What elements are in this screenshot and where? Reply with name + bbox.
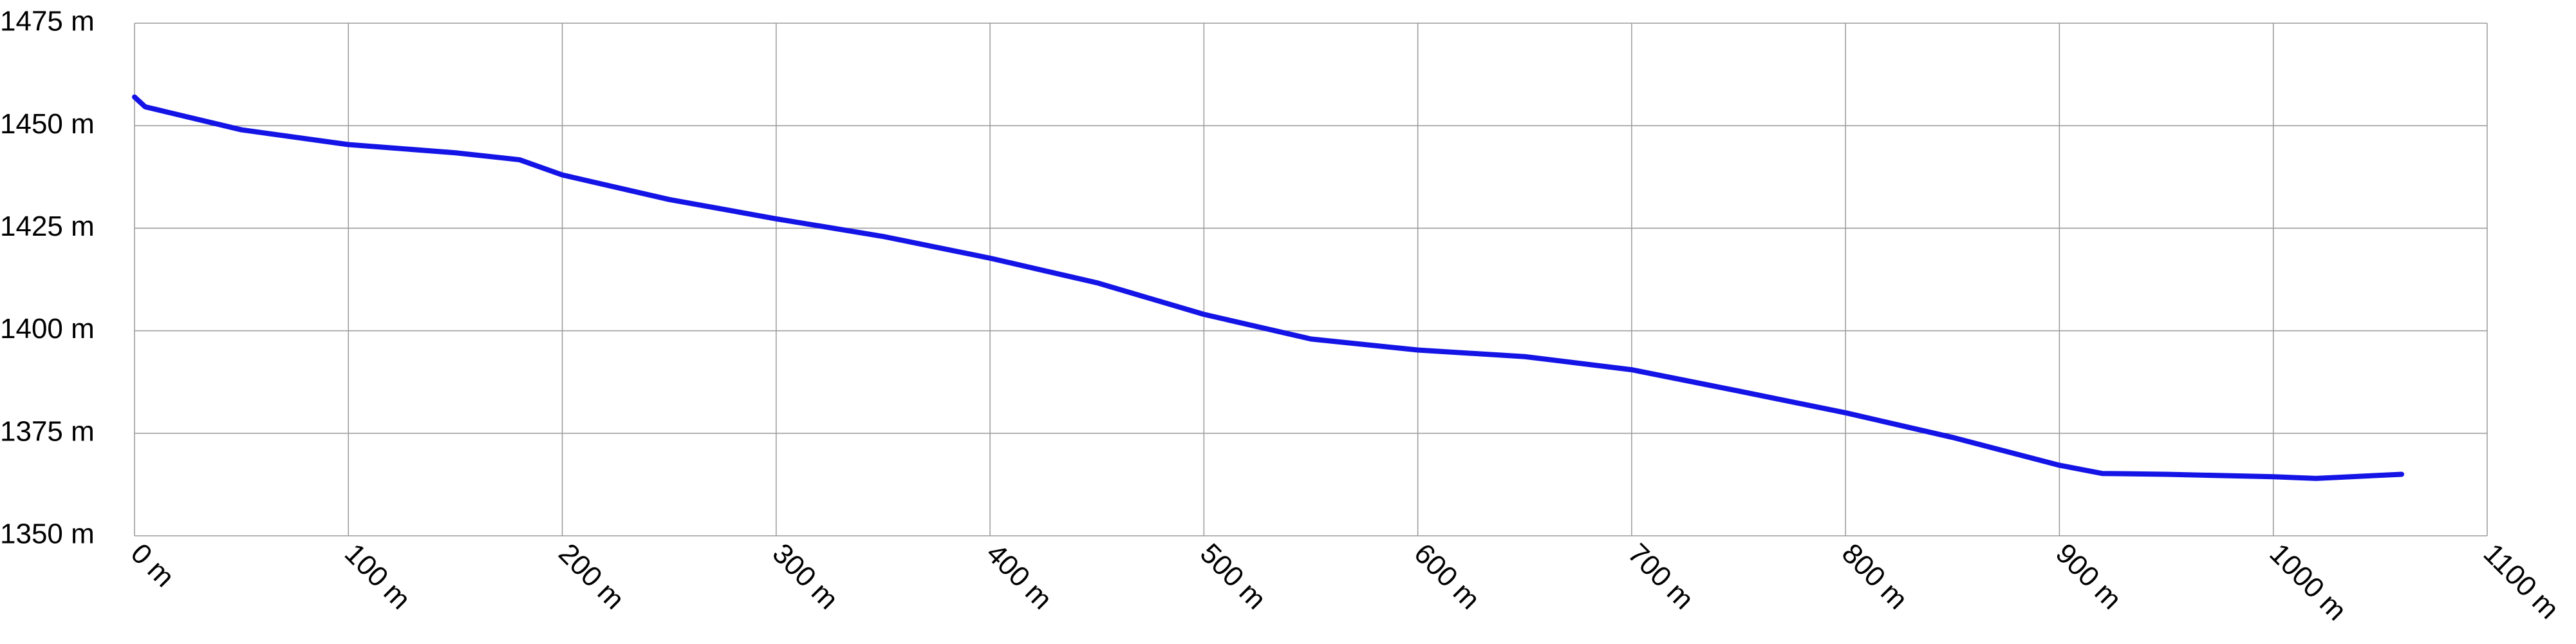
x-tick-label: 400 m (980, 538, 1058, 616)
elevation-line (132, 94, 2405, 481)
x-tick-label: 800 m (1836, 538, 1914, 616)
y-tick-label: 1425 m (0, 211, 95, 242)
x-tick-label: 900 m (2049, 538, 2127, 616)
x-tick-label: 200 m (552, 538, 630, 616)
y-tick-label: 1475 m (0, 6, 95, 37)
x-tick-label: 1000 m (2263, 538, 2352, 627)
x-tick-label: 100 m (339, 538, 416, 616)
x-tick-label: 0 m (125, 538, 181, 594)
x-tick-label: 600 m (1408, 538, 1486, 616)
x-tick-label: 300 m (767, 538, 845, 616)
y-tick-label: 1350 m (0, 518, 95, 550)
y-tick-label: 1450 m (0, 108, 95, 140)
y-tick-label: 1400 m (0, 313, 95, 345)
x-tick-label: 700 m (1622, 538, 1700, 616)
y-tick-label: 1375 m (0, 415, 95, 447)
x-tick-label: 1100 m (2478, 538, 2565, 625)
x-tick-label: 500 m (1194, 538, 1272, 616)
